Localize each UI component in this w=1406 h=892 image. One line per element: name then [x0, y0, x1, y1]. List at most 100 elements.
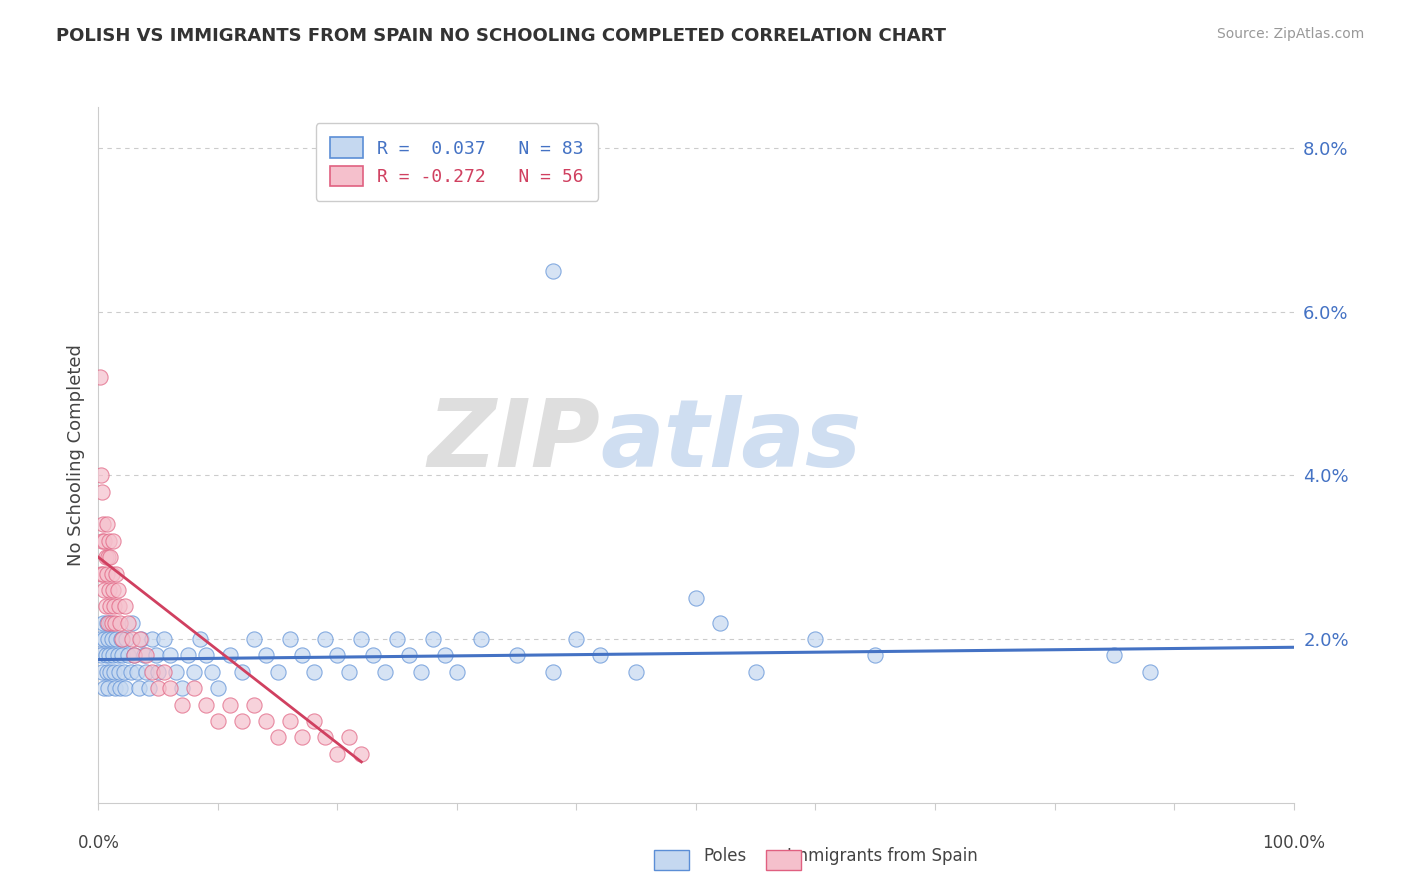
Point [135, 648, 157, 663]
Point [90, 566, 112, 581]
Point [188, 632, 211, 646]
Point [120, 665, 142, 679]
Point [326, 747, 349, 761]
Point [94, 648, 117, 663]
Point [96, 665, 118, 679]
Point [363, 648, 385, 663]
Point [93, 582, 115, 597]
Point [107, 648, 129, 663]
Point [111, 632, 134, 646]
Point [91, 484, 114, 499]
Point [114, 599, 136, 614]
Text: 100.0%: 100.0% [1263, 834, 1324, 852]
Point [446, 665, 468, 679]
Point [201, 665, 224, 679]
Point [337, 731, 360, 745]
Point [132, 648, 155, 663]
Point [804, 632, 827, 646]
Point [96, 615, 118, 630]
Point [97, 550, 120, 565]
Point [114, 681, 136, 696]
Point [89, 370, 111, 384]
Point [141, 665, 163, 679]
Point [145, 648, 167, 663]
Point [90, 648, 112, 663]
Point [267, 731, 290, 745]
Point [302, 714, 325, 728]
Point [91, 566, 114, 581]
Text: Poles: Poles [703, 847, 747, 865]
Point [398, 648, 420, 663]
Text: Source: ZipAtlas.com: Source: ZipAtlas.com [1216, 27, 1364, 41]
Point [159, 681, 181, 696]
Point [290, 731, 312, 745]
Point [589, 648, 612, 663]
Point [326, 648, 349, 663]
Point [231, 665, 253, 679]
Point [124, 648, 146, 663]
Point [177, 648, 200, 663]
Point [411, 665, 433, 679]
Point [141, 632, 163, 646]
Point [107, 582, 129, 597]
Point [350, 632, 373, 646]
Point [148, 681, 170, 696]
Point [422, 632, 444, 646]
Point [93, 632, 115, 646]
Point [541, 665, 564, 679]
Point [624, 665, 647, 679]
Point [108, 615, 131, 630]
Text: 0.0%: 0.0% [77, 834, 120, 852]
Point [104, 615, 127, 630]
Point [97, 615, 120, 630]
Point [89, 632, 111, 646]
Point [148, 665, 170, 679]
Point [183, 681, 205, 696]
Point [159, 648, 181, 663]
Point [541, 264, 564, 278]
Point [138, 681, 160, 696]
Point [101, 533, 124, 548]
Point [153, 632, 176, 646]
Point [103, 599, 125, 614]
Point [98, 599, 122, 614]
Text: Immigrants from Spain: Immigrants from Spain [787, 847, 979, 865]
Point [121, 632, 143, 646]
Point [117, 615, 139, 630]
Point [1102, 648, 1125, 663]
Point [254, 714, 277, 728]
Point [302, 665, 325, 679]
Point [278, 632, 301, 646]
Point [315, 731, 337, 745]
Point [94, 599, 117, 614]
Point [91, 615, 114, 630]
Point [207, 714, 229, 728]
Point [470, 632, 492, 646]
Point [111, 648, 134, 663]
Text: ZIP: ZIP [427, 395, 600, 487]
Point [125, 665, 148, 679]
Point [101, 582, 124, 597]
Point [254, 648, 277, 663]
Point [165, 665, 187, 679]
Point [385, 632, 409, 646]
Point [350, 747, 373, 761]
Point [243, 632, 266, 646]
Point [105, 566, 128, 581]
Point [98, 648, 121, 663]
Point [153, 665, 176, 679]
Point [90, 468, 112, 483]
Point [117, 648, 139, 663]
Point [131, 632, 153, 646]
Point [115, 632, 138, 646]
Point [709, 615, 731, 630]
Point [135, 665, 157, 679]
Point [124, 648, 146, 663]
Point [98, 582, 121, 597]
Point [91, 533, 114, 548]
Point [219, 648, 242, 663]
Point [374, 665, 396, 679]
Point [231, 714, 253, 728]
Point [100, 615, 122, 630]
Point [98, 615, 122, 630]
